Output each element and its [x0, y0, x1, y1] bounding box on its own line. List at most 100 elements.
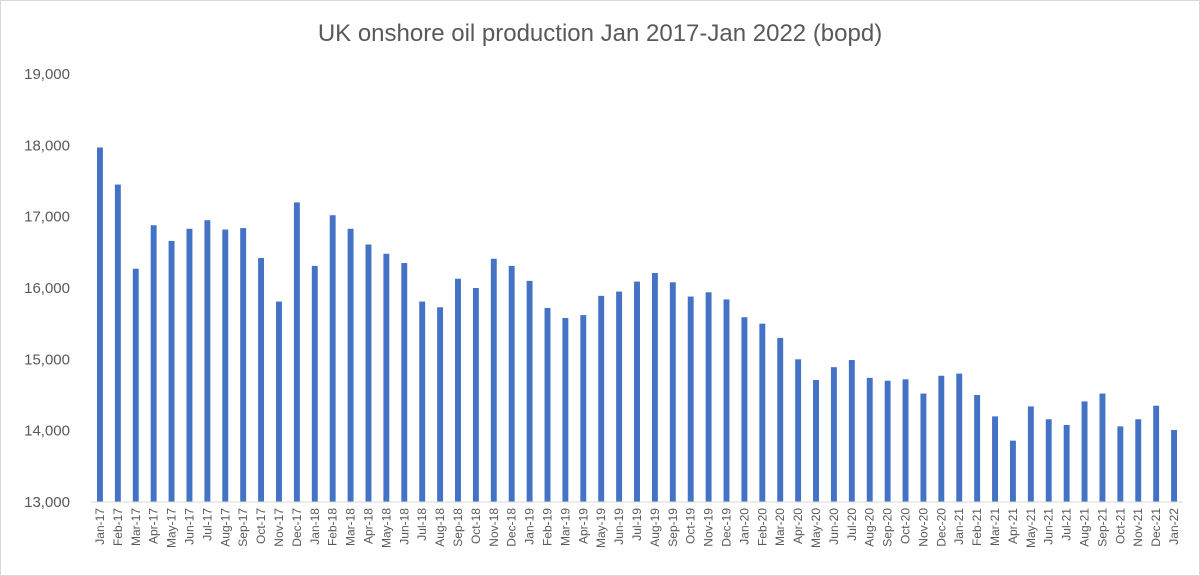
x-tick-label: Mar-21	[988, 508, 1002, 546]
x-tick-label: Mar-19	[558, 508, 572, 546]
x-tick-label: Mar-20	[773, 508, 787, 546]
x-tick-label: Aug-19	[648, 508, 662, 547]
bar	[222, 229, 229, 502]
bar	[114, 184, 121, 502]
bar	[651, 273, 658, 502]
bar	[723, 299, 730, 502]
bar	[562, 317, 569, 502]
x-axis: Jan-17 Feb-17 Mar-17 Apr-17 May-17 Jun-17 Jul-…	[93, 508, 1181, 548]
bar	[1081, 401, 1088, 502]
bar	[1063, 424, 1070, 502]
x-tick-label: Feb-21	[970, 508, 984, 546]
x-tick-label: Aug-18	[433, 508, 447, 547]
bar	[956, 373, 963, 502]
bar	[329, 215, 336, 503]
x-tick-label: Jun-19	[612, 508, 626, 545]
x-tick-label: Apr-21	[1006, 508, 1020, 544]
bar	[974, 395, 981, 502]
x-tick-label: Dec-19	[720, 508, 734, 547]
x-tick-label: Nov-17	[272, 508, 286, 547]
y-tick-label: 15,000	[24, 351, 70, 368]
x-tick-label: Jul-20	[845, 508, 859, 541]
bar	[490, 258, 497, 502]
x-tick-label: Dec-17	[290, 508, 304, 547]
bars	[97, 147, 1178, 503]
bar	[759, 323, 766, 502]
x-tick-label: Apr-18	[361, 508, 375, 544]
x-tick-label: Jul-19	[630, 508, 644, 541]
x-tick-label: Dec-18	[505, 508, 519, 547]
bar	[902, 379, 909, 502]
x-tick-label: Mar-17	[129, 508, 143, 546]
x-tick-label: Aug-21	[1078, 508, 1092, 547]
x-tick-label: Oct-19	[684, 508, 698, 544]
bar	[1099, 393, 1106, 502]
x-tick-label: Jun-21	[1042, 508, 1056, 545]
bar	[365, 244, 372, 503]
x-tick-label: May-20	[809, 508, 823, 548]
x-tick-label: Feb-18	[326, 508, 340, 546]
x-tick-label: Oct-21	[1113, 508, 1127, 544]
x-tick-label: Sep-21	[1095, 508, 1109, 547]
x-tick-label: Jan-22	[1167, 508, 1181, 545]
bar	[687, 296, 694, 502]
bar	[866, 377, 873, 502]
bar	[132, 268, 139, 502]
x-tick-label: Oct-18	[469, 508, 483, 544]
bar	[347, 228, 354, 503]
x-tick-label: Feb-17	[111, 508, 125, 546]
x-tick-label: Jan-18	[308, 508, 322, 545]
bar	[1153, 405, 1160, 502]
bar	[920, 393, 927, 502]
bar	[705, 292, 712, 502]
bar	[1135, 419, 1142, 502]
x-tick-label: Jun-20	[827, 508, 841, 545]
x-tick-label: Nov-21	[1131, 508, 1145, 547]
x-tick-label: Jul-18	[415, 508, 429, 541]
bar	[884, 380, 891, 502]
x-tick-label: Sep-19	[666, 508, 680, 547]
bar	[1009, 440, 1016, 502]
y-tick-label: 19,000	[24, 66, 70, 83]
x-tick-label: Dec-21	[1149, 508, 1163, 547]
x-tick-label: Aug-17	[218, 508, 232, 547]
bar	[1117, 426, 1124, 502]
bar	[311, 265, 318, 502]
bar	[992, 416, 998, 502]
bar	[795, 359, 802, 502]
bar	[508, 265, 515, 502]
x-tick-label: Apr-17	[147, 508, 161, 544]
bar	[616, 291, 623, 502]
x-tick-label: Feb-20	[755, 508, 769, 546]
bar	[669, 282, 676, 502]
x-tick-label: Mar-18	[344, 508, 358, 546]
x-tick-label: Apr-20	[791, 508, 805, 544]
bar	[848, 360, 855, 502]
x-tick-label: May-18	[379, 508, 393, 548]
bar	[472, 288, 479, 502]
y-tick-label: 14,000	[24, 423, 70, 440]
x-tick-label: Nov-20	[916, 508, 930, 547]
bar	[526, 280, 533, 502]
bar	[240, 228, 247, 502]
bar	[1045, 419, 1052, 502]
x-tick-label: Apr-19	[576, 508, 590, 544]
x-tick-label: Jul-17	[200, 508, 214, 541]
bar	[97, 147, 103, 502]
bar	[938, 375, 945, 502]
bar	[258, 258, 265, 502]
x-tick-label: Sep-20	[881, 508, 895, 547]
y-axis: 13,000 14,000 15,000 16,000 17,000 18,000 19,0…	[24, 66, 70, 511]
y-tick-label: 17,000	[24, 209, 70, 226]
x-tick-label: Dec-20	[934, 508, 948, 547]
bar	[813, 380, 819, 502]
bar	[598, 295, 605, 502]
bar	[544, 307, 551, 502]
bar	[276, 301, 282, 502]
bar	[455, 278, 461, 502]
x-tick-label: Jan-19	[523, 508, 537, 545]
bar	[419, 301, 426, 502]
bar	[150, 225, 157, 503]
bar	[1171, 429, 1178, 502]
